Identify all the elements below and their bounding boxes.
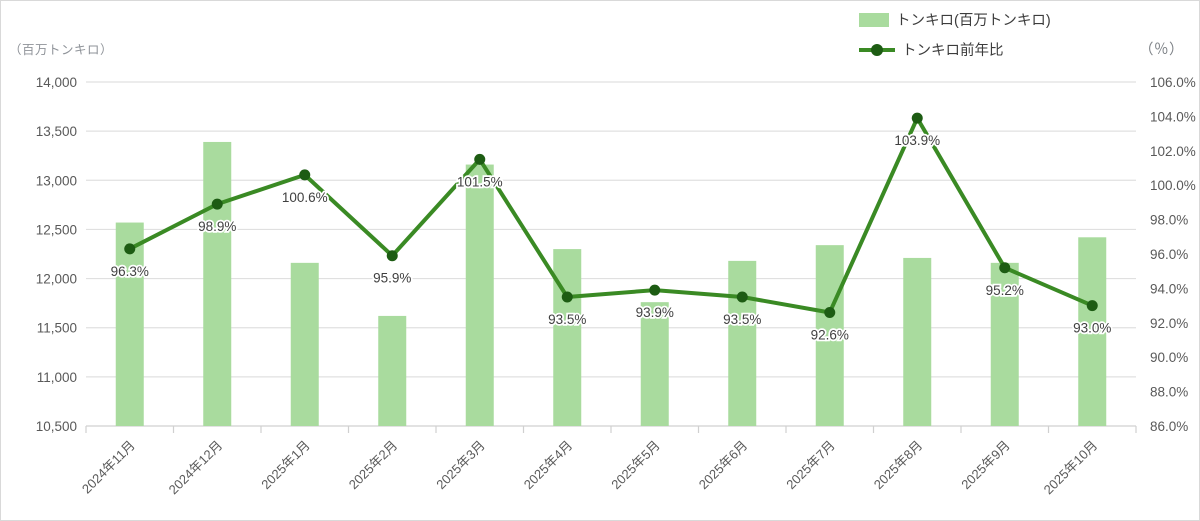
x-axis-category-label: 2024年11月 xyxy=(79,438,138,497)
line-point xyxy=(386,250,398,262)
line-point xyxy=(999,262,1011,274)
data-label-halo: 95.9% xyxy=(373,271,411,286)
line-point xyxy=(299,169,311,181)
right-axis-tick-label: 94.0% xyxy=(1150,281,1188,296)
data-label-halo: 93.9% xyxy=(636,305,674,320)
data-label: 98.9% xyxy=(198,219,236,234)
bar xyxy=(903,257,932,426)
legend: トンキロ(百万トンキロ) トンキロ前年比 xyxy=(859,9,1051,60)
line-point xyxy=(649,284,661,296)
data-label-halo: 95.2% xyxy=(986,283,1024,298)
right-axis-tick-label: 98.0% xyxy=(1150,213,1188,228)
data-label: 96.3% xyxy=(111,264,149,279)
data-label-halo: 103.9% xyxy=(894,133,940,148)
bar xyxy=(728,260,757,426)
bar xyxy=(465,164,494,426)
line-point xyxy=(474,153,486,165)
left-axis-tick-label: 13,500 xyxy=(36,124,77,139)
right-axis-tick-label: 106.0% xyxy=(1150,75,1196,90)
bar xyxy=(640,302,669,426)
data-label: 103.9% xyxy=(894,133,940,148)
bar xyxy=(203,141,232,426)
legend-item-tonkilo-bars[interactable]: トンキロ(百万トンキロ) xyxy=(859,9,1051,30)
x-axis-category-label: 2025年7月 xyxy=(783,438,838,493)
x-axis-category-label: 2025年4月 xyxy=(521,438,576,493)
legend-item-tonkilo-yoy-line[interactable]: トンキロ前年比 xyxy=(859,39,1051,60)
bar-series-swatch-icon xyxy=(859,12,889,27)
right-axis-tick-label: 100.0% xyxy=(1150,178,1196,193)
left-axis-tick-label: 12,000 xyxy=(36,272,77,287)
data-label: 92.6% xyxy=(811,327,849,342)
legend-item-label: トンキロ(百万トンキロ) xyxy=(896,13,1051,29)
legend-item-label: トンキロ前年比 xyxy=(902,43,1004,59)
line-series xyxy=(128,116,1094,315)
data-label-halo: 101.5% xyxy=(457,174,503,189)
line-point xyxy=(211,198,223,210)
bar xyxy=(990,262,1019,426)
bar xyxy=(815,245,844,426)
x-axis-category-label: 2025年10月 xyxy=(1041,438,1101,498)
data-label: 100.6% xyxy=(282,190,328,205)
data-label-halo: 92.6% xyxy=(811,327,849,342)
data-label-halo: 98.9% xyxy=(198,219,236,234)
data-label: 95.9% xyxy=(373,271,411,286)
left-axis-unit-label: （百万トンキロ） xyxy=(9,43,114,57)
data-label: 93.5% xyxy=(723,312,761,327)
bar xyxy=(1078,237,1107,426)
right-axis-tick-label: 104.0% xyxy=(1150,109,1196,124)
line-point xyxy=(561,291,573,303)
right-axis-tick-label: 86.0% xyxy=(1150,419,1188,434)
x-axis-category-label: 2024年12月 xyxy=(166,438,226,498)
line-point xyxy=(124,243,136,255)
x-axis-category-label: 2025年6月 xyxy=(696,438,751,493)
left-axis-tick-label: 10,500 xyxy=(36,419,77,434)
right-axis-tick-label: 88.0% xyxy=(1150,385,1188,400)
bar xyxy=(290,262,319,426)
right-axis-tick-label: 90.0% xyxy=(1150,350,1188,365)
right-axis-unit-label: （％） xyxy=(1139,42,1184,58)
x-axis-category-label: 2025年2月 xyxy=(346,438,401,493)
data-label: 101.5% xyxy=(457,174,503,189)
data-label-halo: 96.3% xyxy=(111,264,149,279)
data-label-halo: 100.6% xyxy=(282,190,328,205)
right-axis-tick-label: 92.0% xyxy=(1150,316,1188,331)
bar xyxy=(115,222,144,426)
right-axis-tick-label: 96.0% xyxy=(1150,247,1188,262)
data-label-halo: 93.0% xyxy=(1073,321,1111,336)
x-axis-category-label: 2025年1月 xyxy=(258,438,313,493)
line-point xyxy=(736,291,748,303)
line-point xyxy=(824,306,836,318)
left-axis-tick-label: 12,500 xyxy=(36,222,77,237)
line-point xyxy=(911,112,923,124)
right-axis-tick-label: 102.0% xyxy=(1150,144,1196,159)
data-label-halo: 93.5% xyxy=(723,312,761,327)
line-point xyxy=(1086,300,1098,312)
data-label: 93.9% xyxy=(636,305,674,320)
left-axis-tick-label: 11,000 xyxy=(37,370,77,385)
x-axis-category-label: 2025年5月 xyxy=(608,438,663,493)
x-axis-category-label: 2025年3月 xyxy=(433,438,488,493)
data-label: 93.5% xyxy=(548,312,586,327)
x-axis-category-label: 2025年8月 xyxy=(871,438,926,493)
data-label: 93.0% xyxy=(1073,321,1111,336)
bar xyxy=(553,249,582,426)
bar xyxy=(378,315,407,426)
line-series-swatch-icon xyxy=(859,43,895,57)
left-axis-tick-label: 11,500 xyxy=(37,321,77,336)
data-label-halo: 93.5% xyxy=(548,312,586,327)
left-axis-tick-label: 14,000 xyxy=(36,75,77,90)
left-axis-tick-label: 13,000 xyxy=(36,173,77,188)
x-axis-category-label: 2025年9月 xyxy=(958,438,1013,493)
data-label: 95.2% xyxy=(986,283,1024,298)
